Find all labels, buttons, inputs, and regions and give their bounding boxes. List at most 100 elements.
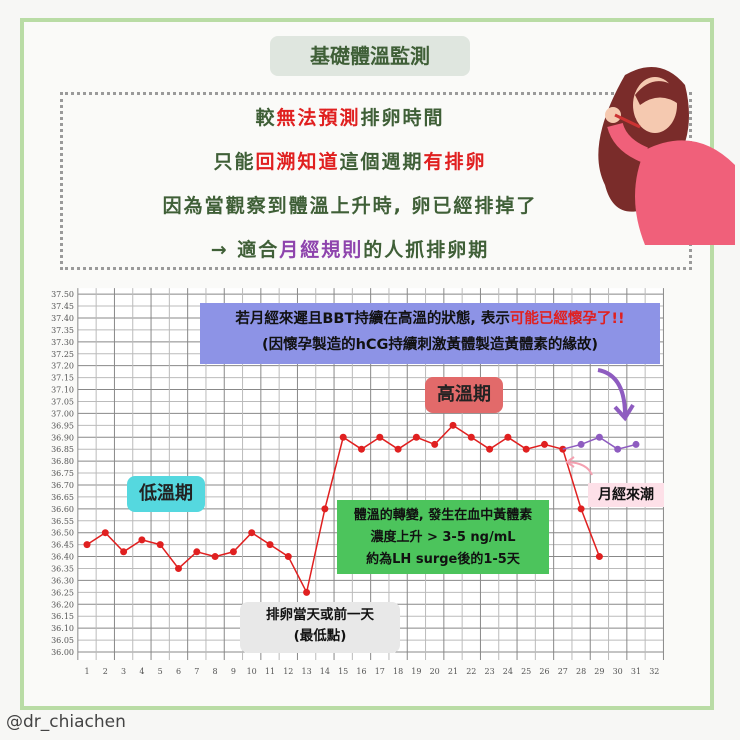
data-point xyxy=(339,433,347,441)
y-tick-label: 36.40 xyxy=(51,553,74,562)
intro-text: 有排卵 xyxy=(423,151,487,173)
x-tick-label: 17 xyxy=(375,667,385,676)
intro-text: 的人抓排卵期 xyxy=(363,239,490,261)
progesterone-line: 體溫的轉變, 發生在血中黃體素 xyxy=(353,508,533,523)
intro-text: 無法預測 xyxy=(276,107,361,129)
y-tick-label: 36.90 xyxy=(51,433,74,442)
y-tick-label: 37.25 xyxy=(51,350,74,359)
data-point xyxy=(412,433,420,441)
intro-text: → 適合 xyxy=(210,239,280,261)
intro-text: 因為當觀察到體溫上升時, 卵已經排掉了 xyxy=(162,195,538,217)
x-tick-label: 25 xyxy=(521,667,531,676)
intro-text: 這個週期 xyxy=(339,151,424,173)
data-point xyxy=(577,440,585,448)
x-tick-label: 27 xyxy=(558,667,568,676)
data-point xyxy=(120,548,128,556)
data-point xyxy=(284,553,292,561)
y-tick-label: 37.00 xyxy=(51,409,74,418)
ovulation-line: 排卵當天或前一天 xyxy=(266,607,374,623)
x-tick-label: 22 xyxy=(466,667,476,676)
y-tick-label: 36.20 xyxy=(51,600,74,609)
x-tick-label: 19 xyxy=(411,667,421,676)
page-title: 基礎體溫監測 xyxy=(270,36,470,76)
pregnancy-highlight: 可能已經懷孕了!! xyxy=(509,311,625,327)
x-tick-label: 5 xyxy=(158,667,163,676)
pregnancy-note: 若月經來遲且BBT持續在高溫的狀態, 表示可能已經懷孕了!! (因懷孕製造的hC… xyxy=(200,303,660,364)
x-tick-label: 8 xyxy=(213,667,218,676)
y-tick-label: 36.35 xyxy=(51,564,74,573)
data-point xyxy=(321,505,329,513)
x-tick-label: 26 xyxy=(539,667,549,676)
x-tick-label: 1 xyxy=(84,667,89,676)
intro-line: 只能回溯知道這個週期有排卵 xyxy=(60,147,640,174)
data-point xyxy=(541,440,548,448)
y-tick-label: 37.35 xyxy=(51,326,74,335)
data-point xyxy=(229,548,237,556)
pink-arrow-icon xyxy=(565,456,593,476)
intro-line: 因為當觀察到體溫上升時, 卵已經排掉了 xyxy=(60,191,640,218)
ovulation-line: (最低點) xyxy=(293,628,347,644)
data-point xyxy=(467,433,475,441)
y-tick-label: 36.25 xyxy=(51,588,74,597)
intro-text: 只能 xyxy=(213,151,256,173)
data-point xyxy=(101,529,109,537)
y-tick-label: 36.15 xyxy=(51,612,74,621)
data-point xyxy=(303,588,311,596)
y-tick-label: 36.05 xyxy=(51,636,74,645)
y-tick-label: 36.30 xyxy=(51,576,74,585)
y-tick-label: 37.45 xyxy=(51,302,74,311)
x-tick-label: 2 xyxy=(103,667,108,676)
x-tick-label: 9 xyxy=(231,667,236,676)
y-tick-label: 37.50 xyxy=(51,290,74,299)
data-point xyxy=(486,445,494,453)
y-tick-label: 36.60 xyxy=(51,505,74,514)
y-tick-label: 36.55 xyxy=(51,517,74,526)
y-tick-label: 36.70 xyxy=(51,481,74,490)
x-tick-label: 30 xyxy=(613,667,623,676)
y-tick-label: 36.10 xyxy=(51,624,74,633)
progesterone-line: 濃度上升 > 3-5 ng/mL xyxy=(370,530,516,545)
data-point xyxy=(394,445,402,453)
pregnancy-note-reason: (因懷孕製造的hCG持續刺激黃體製造黃體素的緣故) xyxy=(261,337,599,353)
x-tick-label: 7 xyxy=(194,667,199,676)
y-tick-label: 36.50 xyxy=(51,529,74,538)
x-tick-label: 14 xyxy=(320,667,330,676)
high-phase-label: 高溫期 xyxy=(425,377,503,413)
x-tick-label: 23 xyxy=(485,667,495,676)
y-tick-label: 37.10 xyxy=(51,386,74,395)
y-tick-label: 37.15 xyxy=(51,374,74,383)
data-point xyxy=(632,440,640,448)
x-tick-label: 15 xyxy=(338,667,348,676)
data-point xyxy=(193,548,201,556)
y-tick-label: 36.00 xyxy=(51,648,74,657)
x-tick-label: 28 xyxy=(576,667,586,676)
data-point xyxy=(614,445,622,453)
intro-text: 月經規則 xyxy=(279,239,364,261)
data-point xyxy=(577,505,585,513)
x-tick-label: 11 xyxy=(265,667,275,676)
intro-text: 回溯知道 xyxy=(255,151,340,173)
y-tick-label: 36.75 xyxy=(51,469,74,478)
data-point xyxy=(504,433,512,441)
x-tick-label: 16 xyxy=(356,667,366,676)
purple-arrow-icon xyxy=(597,368,635,422)
data-point xyxy=(449,421,457,429)
pregnancy-note-text: 若月經來遲且BBT持續在高溫的狀態, 表示 xyxy=(235,311,510,327)
data-point xyxy=(358,445,365,453)
data-point xyxy=(138,536,146,544)
data-point xyxy=(376,433,384,441)
x-tick-label: 24 xyxy=(503,667,513,676)
x-tick-label: 10 xyxy=(247,667,257,676)
x-tick-label: 4 xyxy=(139,667,144,676)
low-phase-label: 低溫期 xyxy=(127,476,205,512)
data-point xyxy=(595,553,603,561)
y-tick-label: 36.45 xyxy=(51,541,74,550)
data-point xyxy=(595,433,603,441)
menses-label: 月經來潮 xyxy=(588,483,664,507)
x-tick-label: 6 xyxy=(176,667,181,676)
intro-line: 較無法預測排卵時間 xyxy=(60,103,640,130)
x-tick-label: 12 xyxy=(283,667,293,676)
x-tick-label: 3 xyxy=(121,667,126,676)
x-tick-label: 13 xyxy=(302,667,312,676)
intro-text: 較 xyxy=(255,107,277,129)
